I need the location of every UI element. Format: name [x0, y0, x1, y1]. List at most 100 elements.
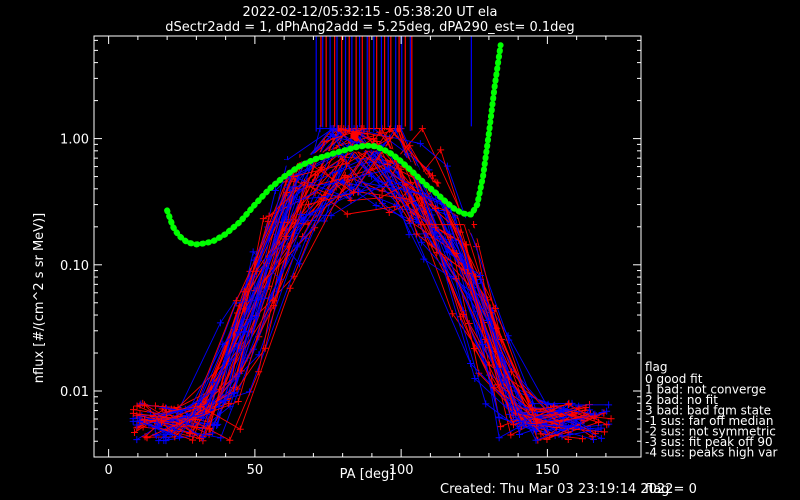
observation-marker [528, 400, 536, 408]
observation-marker [565, 423, 573, 431]
observation-marker [512, 409, 520, 417]
observation-marker [133, 411, 141, 419]
observation-marker [360, 125, 368, 133]
legend-entry: -3 sus: fit peak off 90 [645, 435, 773, 449]
observation-marker [356, 188, 364, 196]
observation-trace [133, 135, 609, 439]
observation-marker [363, 130, 371, 138]
observation-marker [417, 221, 425, 229]
x-tick-label: 50 [247, 463, 264, 478]
observation-marker [520, 420, 528, 428]
observation-marker [556, 421, 564, 429]
observation-marker [326, 132, 334, 140]
legend-entry: -1 sus: far off median [645, 414, 773, 428]
observation-trace [144, 158, 587, 439]
observation-marker [197, 402, 205, 410]
observation-marker [206, 397, 214, 405]
observation-marker [452, 275, 460, 283]
observation-marker [591, 412, 599, 420]
observation-marker [216, 319, 224, 327]
observation-marker [558, 432, 566, 440]
observation-trace [136, 145, 581, 439]
observation-marker [234, 397, 242, 405]
observation-marker [492, 304, 500, 312]
observation-marker [378, 199, 386, 207]
observation-marker [271, 186, 279, 194]
observation-marker [157, 418, 165, 426]
observation-marker [418, 125, 426, 133]
observation-marker [484, 316, 492, 324]
observation-marker [252, 267, 260, 275]
observation-marker [290, 172, 298, 180]
observation-marker [533, 419, 541, 427]
observation-marker [350, 188, 358, 196]
observation-marker [282, 232, 290, 240]
observation-marker [155, 437, 163, 445]
flag-legend: flag 0 good fit 1 bad: not converge 2 ba… [645, 360, 778, 460]
observation-marker [372, 202, 380, 210]
observation-marker [195, 434, 203, 442]
x-tick-label: 150 [535, 463, 560, 478]
observation-marker [418, 238, 426, 246]
observation-marker [406, 142, 414, 150]
observation-marker [555, 407, 563, 415]
plot-frame [93, 35, 642, 458]
pa-vertical-lines [315, 36, 472, 133]
green-fit-curve [164, 42, 504, 248]
observation-marker [141, 416, 149, 424]
observation-trace [153, 163, 586, 435]
observation-marker [586, 425, 594, 433]
observation-marker [603, 407, 611, 415]
observation-marker [603, 421, 611, 429]
chart-subtitle: dSectr2add = 1, dPhAng2add = 5.25deg, dP… [165, 20, 574, 35]
observation-marker [582, 404, 590, 412]
observation-marker [320, 138, 328, 146]
y-tick-label: 1.00 [60, 133, 89, 148]
observation-marker [155, 423, 163, 431]
observation-marker [133, 402, 141, 410]
observation-marker [140, 401, 148, 409]
observation-marker [166, 430, 174, 438]
observation-marker [241, 288, 249, 296]
observation-marker [597, 434, 605, 442]
observation-marker [176, 433, 184, 441]
observation-marker [386, 176, 394, 184]
observation-marker [565, 400, 573, 408]
observation-marker [259, 215, 267, 223]
observation-marker [443, 162, 451, 170]
observation-marker [482, 400, 490, 408]
observation-marker [425, 170, 433, 178]
observation-marker [494, 365, 502, 373]
observation-marker [420, 255, 428, 263]
observation-marker [209, 429, 217, 437]
legend-entry: -2 sus: not symmetric [645, 425, 776, 439]
observation-marker [373, 137, 381, 145]
observation-marker [504, 332, 512, 340]
observation-marker [162, 434, 170, 442]
chart-title: 2022-02-12/05:32:15 - 05:38:20 UT ela [243, 5, 498, 20]
observation-marker [497, 335, 505, 343]
observation-marker [365, 158, 373, 166]
observation-trace [155, 128, 593, 438]
observation-marker [476, 272, 484, 280]
observation-marker [416, 140, 424, 148]
observation-trace [143, 127, 612, 434]
observation-marker [375, 177, 383, 185]
flag-value: flag = 0 [645, 482, 697, 497]
observation-marker [383, 160, 391, 168]
observation-marker [143, 434, 151, 442]
observation-marker [252, 313, 260, 321]
observation-marker [578, 435, 586, 443]
observation-marker [490, 384, 498, 392]
observation-marker [343, 176, 351, 184]
observation-marker [240, 328, 248, 336]
observation-marker [347, 196, 355, 204]
plot-data-area [129, 36, 615, 445]
y-axis-label: nflux [#/(cm^2 s sr MeV)] [32, 213, 47, 383]
observation-marker [495, 413, 503, 421]
peak-marker [350, 131, 359, 140]
observation-marker [494, 380, 502, 388]
observation-marker [261, 344, 269, 352]
observation-marker [543, 435, 551, 443]
